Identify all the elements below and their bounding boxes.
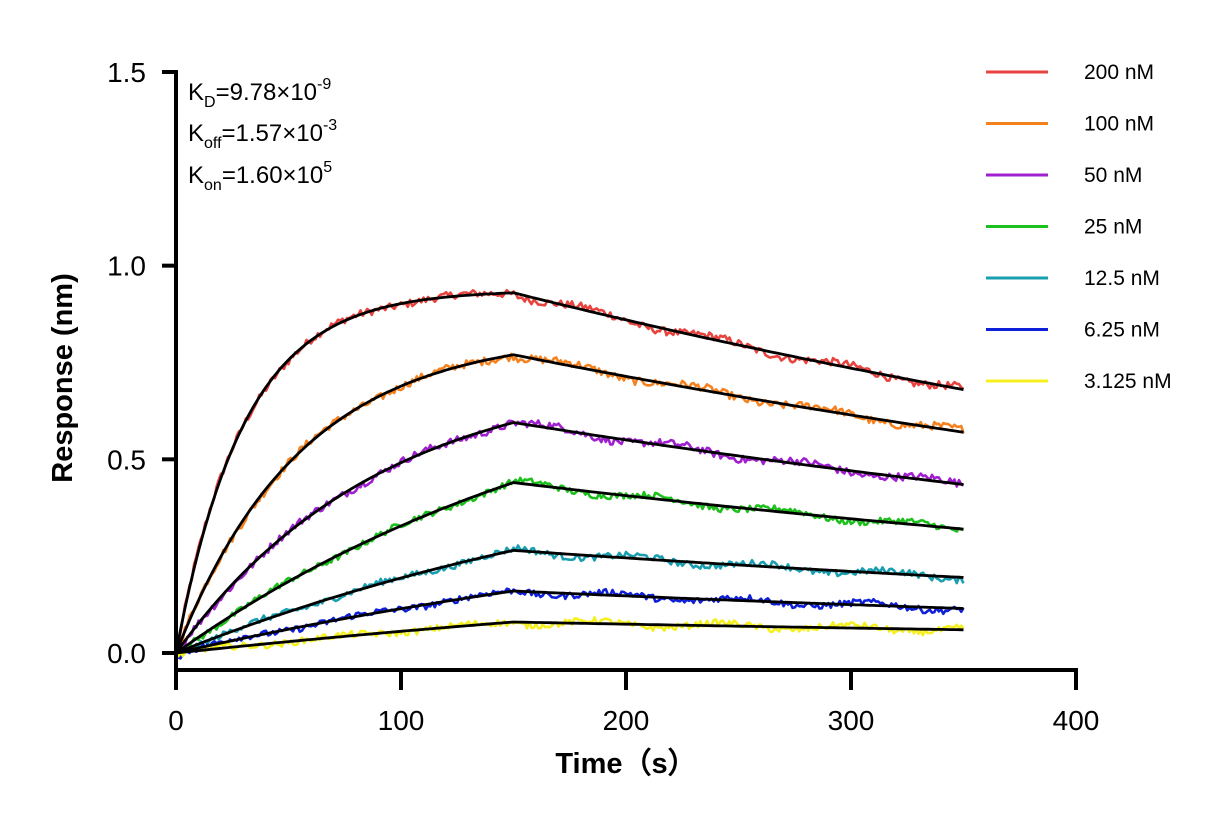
x-axis-title: Time（s） bbox=[555, 747, 696, 780]
y-tick-label: 1.0 bbox=[107, 251, 146, 282]
legend-label: 6.25 nM bbox=[1084, 319, 1160, 342]
x-tick-label: 100 bbox=[378, 705, 425, 736]
x-tick-label: 200 bbox=[603, 705, 650, 736]
legend-label: 25 nM bbox=[1084, 216, 1142, 239]
kd-annotation: KD=9.78×10-9 bbox=[188, 76, 331, 111]
y-tick-label: 1.5 bbox=[107, 57, 146, 88]
x-tick-label: 400 bbox=[1053, 705, 1100, 736]
y-tick-label: 0.5 bbox=[107, 444, 146, 475]
y-axis-title: Response (nm) bbox=[47, 273, 79, 482]
fit-curve-200-nM bbox=[174, 291, 964, 654]
x-tick-label: 0 bbox=[168, 705, 184, 736]
koff-annotation: Koff=1.57×10-3 bbox=[188, 117, 337, 152]
legend-label: 200 nM bbox=[1084, 61, 1154, 84]
fit-curve-3-125-nM bbox=[175, 620, 964, 655]
fit-curve-50-nM bbox=[174, 421, 964, 654]
kon-annotation: Kon=1.60×105 bbox=[188, 159, 332, 194]
legend-label: 12.5 nM bbox=[1084, 267, 1160, 290]
fit-curves-layer bbox=[174, 291, 964, 655]
x-tick-label: 300 bbox=[828, 705, 875, 736]
fit-curve-6-25-nM bbox=[175, 589, 964, 655]
y-tick-label: 0.0 bbox=[107, 638, 146, 669]
legend: 200 nM 100 nM 50 nM 25 nM 12.5 nM 6.25 nM 3.12… bbox=[986, 61, 1172, 393]
fit-curve-100-nM bbox=[174, 353, 964, 654]
axis-ticks: 0.0 0.5 1.0 1.5 0 100 200 300 400 bbox=[107, 57, 1099, 736]
legend-label: 3.125 nM bbox=[1084, 370, 1172, 393]
legend-label: 100 nM bbox=[1084, 113, 1154, 136]
fit-curve-25-nM bbox=[175, 481, 964, 655]
data-series-100-nM bbox=[174, 352, 965, 657]
fit-curve-12-5-nM bbox=[175, 548, 964, 655]
legend-label: 50 nM bbox=[1084, 164, 1142, 187]
